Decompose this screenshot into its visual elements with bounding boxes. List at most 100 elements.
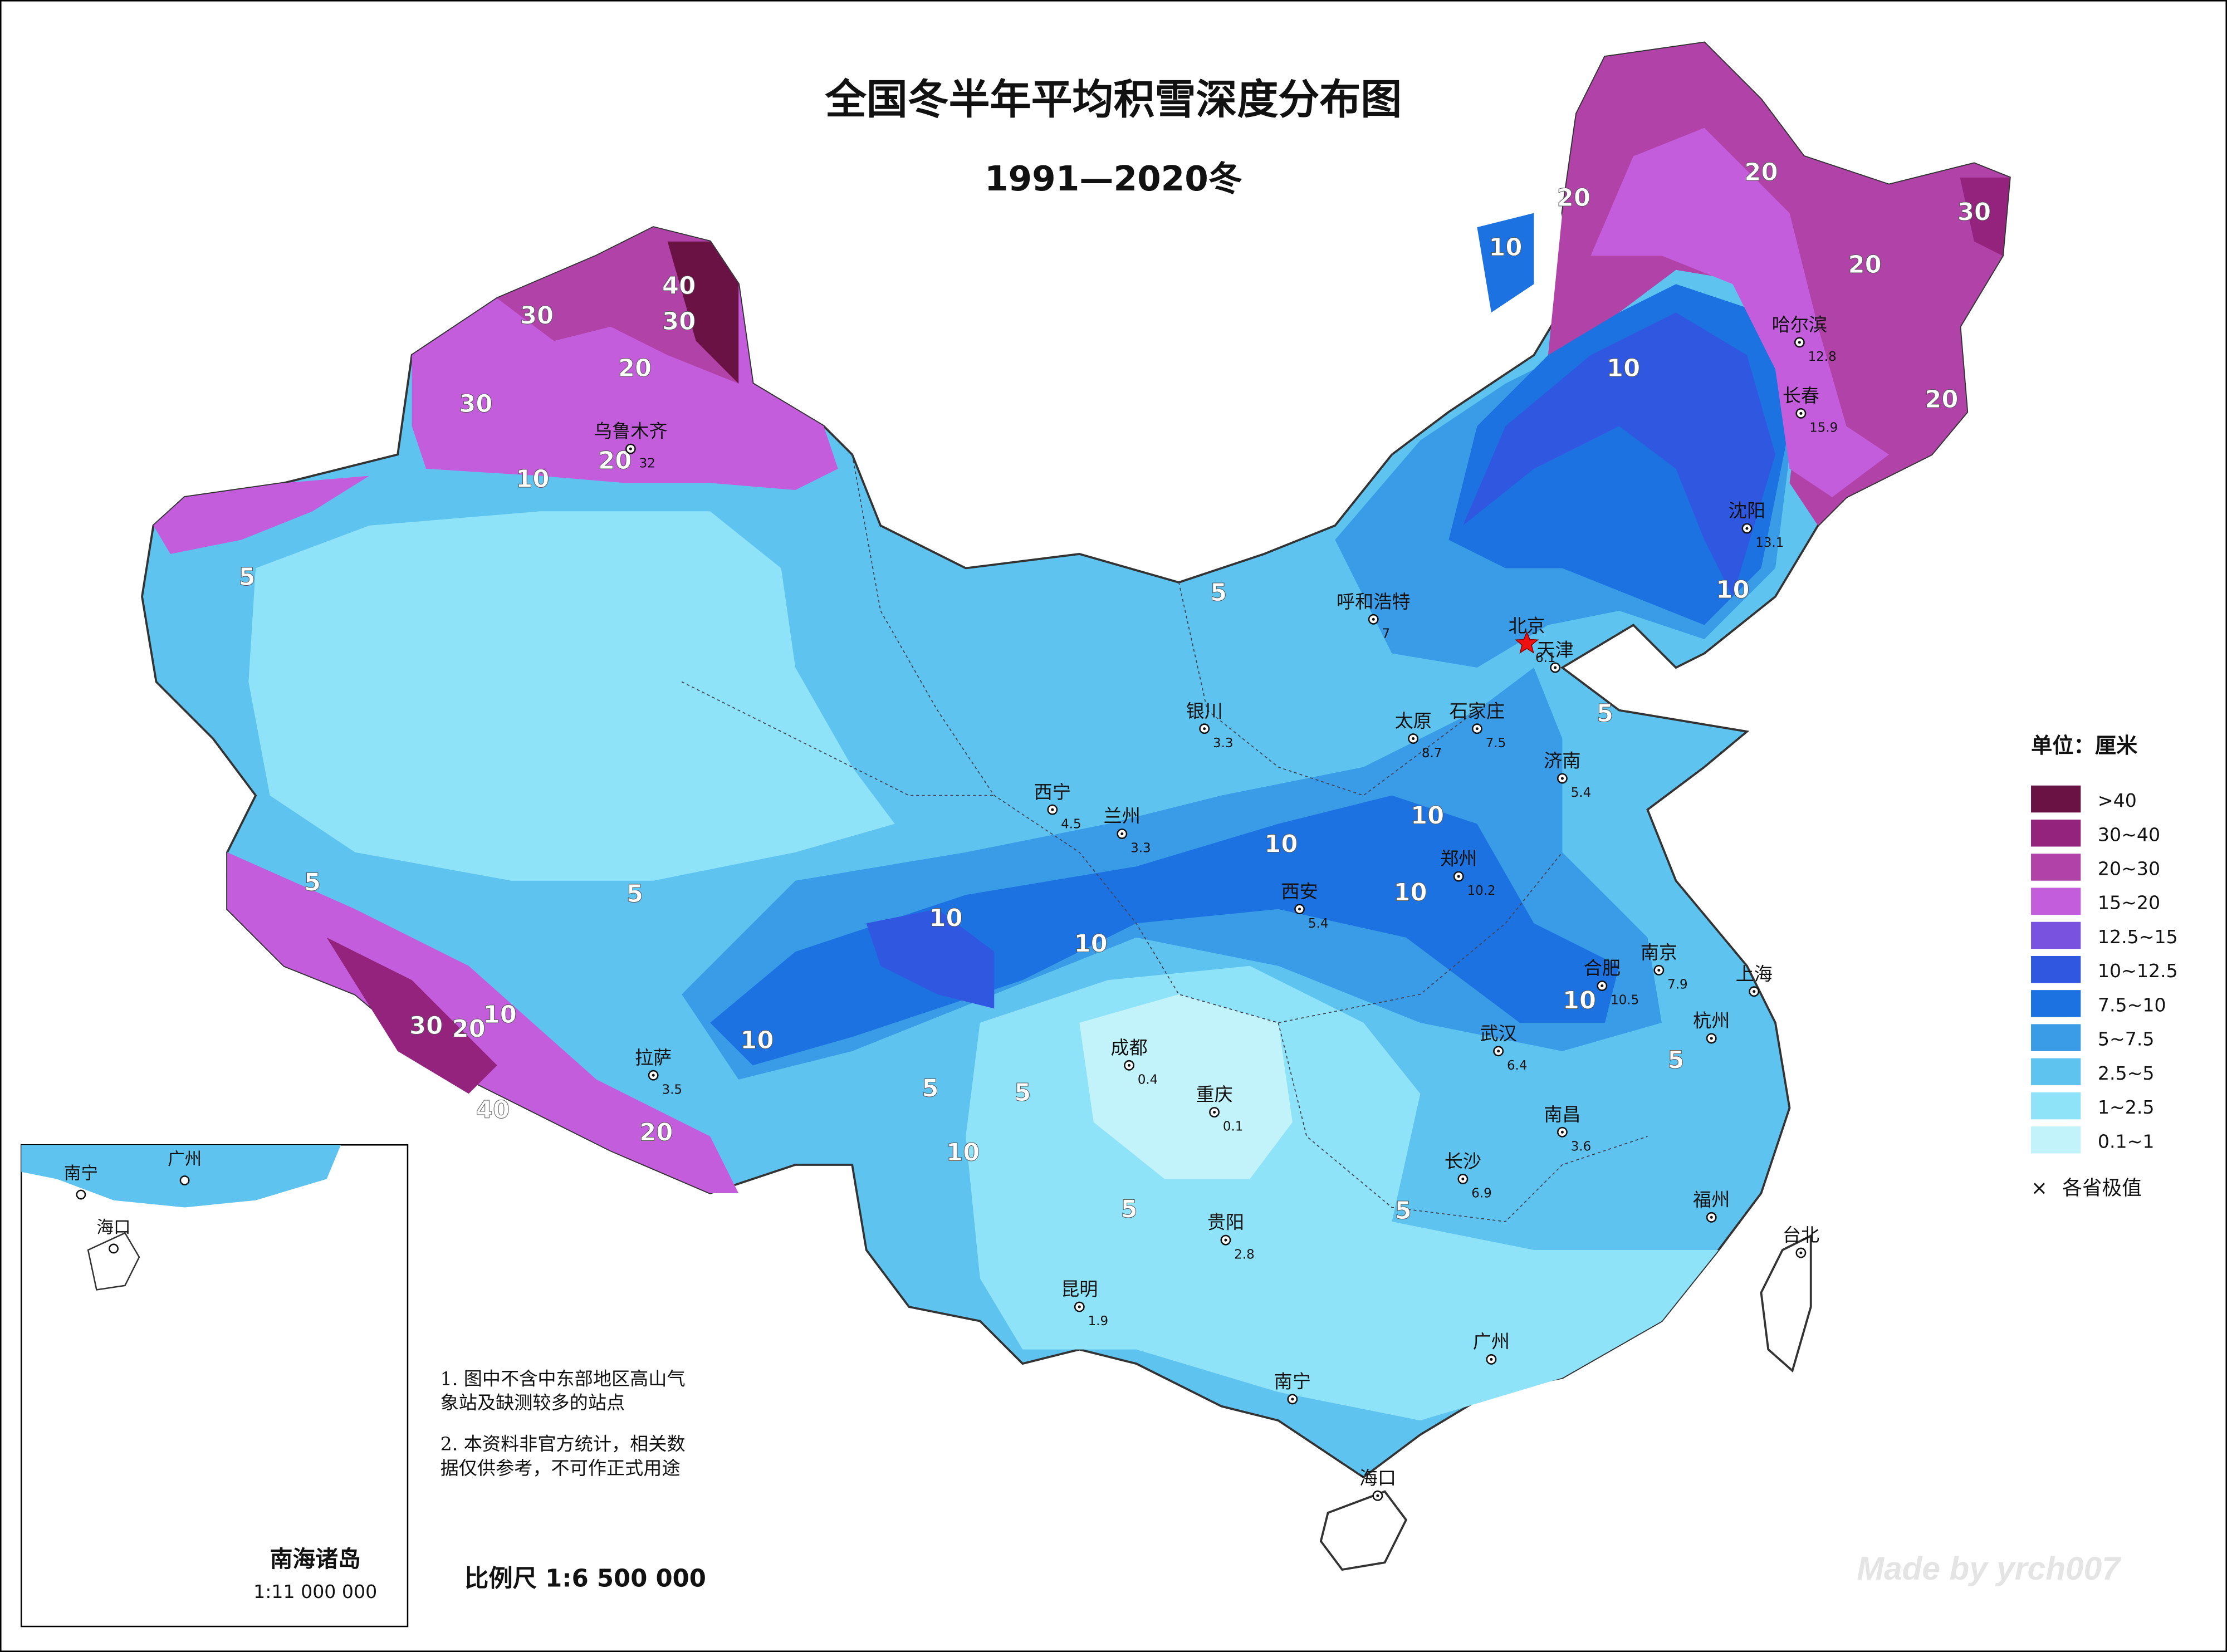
city-dot-center <box>1291 1398 1294 1401</box>
city-value: 32 <box>639 456 655 470</box>
contour-label: 5 <box>1395 1197 1412 1225</box>
city-name: 拉萨 <box>635 1047 672 1068</box>
ne-light-purple <box>1590 128 1890 497</box>
contour-label: 5 <box>922 1075 938 1102</box>
note-line: 1. 图中不含中东部地区高山气 <box>440 1367 686 1389</box>
central-deep <box>710 795 1619 1066</box>
legend-swatch <box>2031 888 2081 915</box>
city-dot-center <box>1213 1111 1216 1114</box>
city-name: 上海 <box>1736 963 1773 984</box>
inset-frame <box>20 1144 409 1628</box>
city-dot-center <box>1554 666 1557 669</box>
altay-max <box>667 241 739 384</box>
contour-label: 10 <box>929 904 962 932</box>
city-dot-center <box>1051 808 1054 811</box>
legend-label: 7.5~10 <box>2098 994 2166 1016</box>
legend-label: 0.1~1 <box>2098 1130 2155 1152</box>
city-name: 石家庄 <box>1450 700 1505 722</box>
city-value: 5.4 <box>1571 786 1591 800</box>
legend-label: 1~2.5 <box>2098 1096 2155 1118</box>
contour-label: 5 <box>239 563 256 591</box>
taiwan <box>1760 1234 1812 1373</box>
city-name: 兰州 <box>1104 805 1141 827</box>
city-name: 昆明 <box>1061 1278 1098 1300</box>
city-value: 6.4 <box>1507 1058 1527 1073</box>
contour-label: 10 <box>1264 831 1298 859</box>
land <box>141 41 2011 1571</box>
contour-label: 10 <box>516 465 549 493</box>
city-dot-center <box>1710 1037 1713 1040</box>
city-value: 2.8 <box>1234 1247 1254 1262</box>
sichuan-lowest <box>1079 994 1293 1179</box>
city-dot-center <box>1490 1357 1493 1361</box>
city-name: 呼和浩特 <box>1337 591 1411 612</box>
contour-label: 30 <box>662 308 696 336</box>
city-name: 太原 <box>1394 710 1431 732</box>
city-value: 7.5 <box>1486 736 1506 751</box>
city-dot-center <box>629 447 632 450</box>
city-name: 西宁 <box>1034 781 1071 803</box>
contour-label: 5 <box>627 880 643 908</box>
contour-label: 30 <box>520 302 554 330</box>
city-dot-center <box>1799 411 1803 415</box>
legend-swatch <box>2031 1126 2081 1154</box>
inset-city-name: 广州 <box>168 1150 202 1169</box>
city-dot-center <box>1475 727 1479 731</box>
city-value: 6.9 <box>1471 1187 1491 1201</box>
legend-swatch <box>2031 921 2081 949</box>
city-name: 济南 <box>1544 750 1580 772</box>
note-line: 据仅供参考，不可作正式用途 <box>440 1457 681 1479</box>
city-value: 3.5 <box>662 1082 682 1097</box>
contour-label: 10 <box>1411 802 1444 830</box>
legend-marker-label: 各省极值 <box>2062 1177 2142 1200</box>
city-name: 南京 <box>1641 942 1677 963</box>
city-dot-center <box>1560 1130 1564 1134</box>
city-dot-center <box>1412 737 1415 741</box>
contour-label: 10 <box>1489 234 1522 262</box>
ili-purple <box>153 475 370 554</box>
city-dot-center <box>1710 1215 1713 1219</box>
contour-label: 20 <box>618 355 652 383</box>
city-name: 哈尔滨 <box>1772 313 1827 335</box>
contour-label: 20 <box>1557 184 1590 212</box>
hainan <box>1319 1490 1408 1571</box>
city-name: 北京 <box>1509 615 1545 636</box>
city-value: 10.5 <box>1611 993 1639 1008</box>
note-line: 象站及缺测较多的站点 <box>440 1392 625 1414</box>
legend-label: 2.5~5 <box>2098 1062 2155 1084</box>
city-name: 乌鲁木齐 <box>594 420 668 442</box>
city-dot-center <box>1457 875 1460 878</box>
legend-label: 5~7.5 <box>2098 1028 2155 1050</box>
subtitle: 1991—2020冬 <box>985 159 1242 199</box>
city-value: 5.4 <box>1308 916 1328 931</box>
contour-label: 20 <box>1848 251 1881 279</box>
daxinganling-blue <box>1477 213 1534 313</box>
legend-label: 20~30 <box>2098 858 2160 880</box>
city-value: 3.6 <box>1571 1139 1591 1154</box>
city-dot-center <box>1560 777 1564 780</box>
city-dot-center <box>1600 984 1604 988</box>
legend-title: 单位：厘米 <box>2031 733 2138 758</box>
city-name: 杭州 <box>1693 1009 1730 1031</box>
qinghai-core <box>866 909 995 1009</box>
contour-label: 40 <box>476 1096 510 1124</box>
contour-label: 10 <box>483 1001 517 1029</box>
city-name: 合肥 <box>1584 957 1621 979</box>
city-dot-center <box>1078 1305 1081 1308</box>
city-dot-center <box>1376 1494 1379 1497</box>
contour-label: 5 <box>1120 1195 1137 1223</box>
inset-city-name: 南宁 <box>64 1164 98 1183</box>
city-value: 6.1 <box>1535 651 1555 665</box>
inset-city-dot <box>179 1175 190 1185</box>
contour-label: 5 <box>1667 1046 1684 1074</box>
city-value: 3.3 <box>1130 841 1151 856</box>
capital-star <box>1515 631 1539 654</box>
city-value: 1.9 <box>1088 1314 1108 1329</box>
legend-label: 30~40 <box>2098 823 2160 845</box>
inset-scale: 1:11 000 000 <box>253 1581 377 1602</box>
city-dot-center <box>1224 1238 1227 1242</box>
city-value: 10.2 <box>1467 884 1496 898</box>
city-value: 15.9 <box>1809 421 1838 435</box>
legend-swatch <box>2031 820 2081 847</box>
